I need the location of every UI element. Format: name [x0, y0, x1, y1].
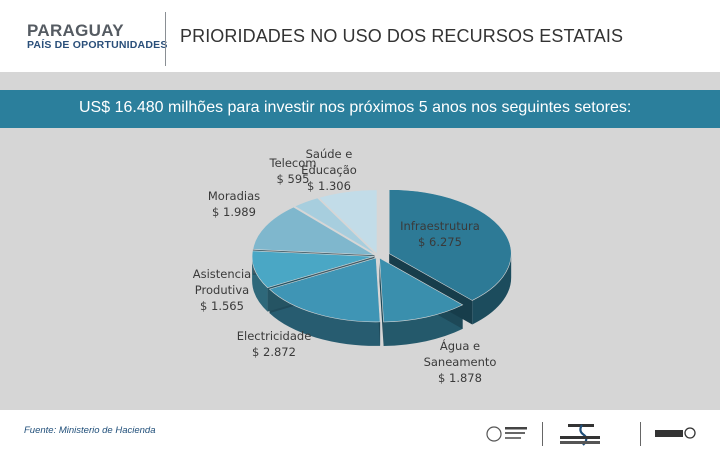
footer-logos: [486, 422, 696, 446]
gobierno-nacional-logo: [560, 424, 600, 446]
pie-slice: [268, 257, 381, 323]
pie-slice-cut: [379, 258, 384, 346]
slice-label: Telecom $ 595: [269, 156, 317, 186]
pie-slice-side: [472, 253, 512, 325]
banner-text: US$ 16.480 milhões para investir nos pró…: [79, 99, 632, 116]
pie-slice: [318, 189, 378, 255]
rediex-logo: [655, 427, 696, 439]
brand-tagline: PAÍS DE OPORTUNIDADES: [27, 39, 168, 51]
header: [0, 0, 720, 72]
pie-slice: [294, 197, 376, 255]
pie-slice: [252, 206, 375, 256]
banner: [0, 90, 720, 128]
pie-slice-side: [252, 256, 268, 312]
ministerio-hacienda-logo: [486, 426, 527, 442]
pie-slice-side: [269, 289, 381, 346]
pie-slice: [379, 257, 464, 323]
pie-slices: [251, 189, 512, 346]
brand-name: PARAGUAY: [27, 21, 124, 40]
slice-label: Saúde e Educação $ 1.306: [301, 147, 357, 193]
pie-slice: [251, 250, 375, 288]
slice-label: Moradias $ 1.989: [208, 189, 260, 219]
slice-label: Água e Saneamento $ 1.878: [424, 338, 497, 385]
pie-chart: Infraestrutura $ 6.275 Água e Saneamento $ 1…: [193, 147, 512, 385]
slide-title: PRIORIDADES NO USO DOS RECURSOS ESTATAIS: [180, 26, 624, 46]
header-divider: [165, 12, 166, 66]
slice-label: Electricidade $ 2.872: [237, 329, 312, 359]
pie-slice: [388, 189, 512, 301]
slice-label: Infraestrutura $ 6.275: [400, 219, 480, 249]
source-text: Fuente: Ministerio de Hacienda: [24, 425, 156, 436]
slice-label: Asistencia Produtiva $ 1.565: [193, 267, 251, 313]
pie-labels: Infraestrutura $ 6.275 Água e Saneamento $ 1…: [193, 147, 497, 385]
